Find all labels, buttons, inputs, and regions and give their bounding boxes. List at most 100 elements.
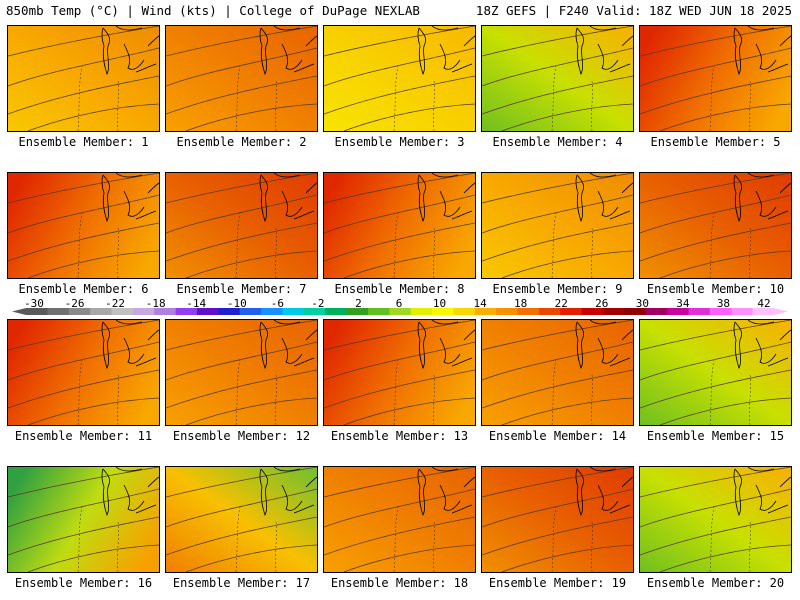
colorbar-tick-label: 6 xyxy=(395,297,403,310)
ensemble-map-panel xyxy=(165,466,318,573)
height-contour xyxy=(166,516,317,556)
height-contour xyxy=(482,467,633,498)
coastline xyxy=(755,337,777,364)
height-contour xyxy=(640,173,791,204)
coastline xyxy=(755,43,777,70)
height-contour xyxy=(482,488,633,528)
height-contour xyxy=(8,26,159,57)
coastline xyxy=(293,357,315,367)
height-contour xyxy=(482,320,633,351)
coastline xyxy=(439,43,461,70)
state-border xyxy=(591,80,593,131)
coastline xyxy=(439,190,461,217)
temperature-field xyxy=(640,173,791,278)
coastline xyxy=(779,182,791,194)
colorbar-tick-label: 22 xyxy=(554,297,568,310)
coastline xyxy=(755,484,777,511)
height-contour xyxy=(8,75,159,115)
coastline xyxy=(589,173,617,178)
temperature-field xyxy=(8,26,159,131)
colorbar-segment xyxy=(645,308,668,315)
height-contour xyxy=(166,488,317,528)
colorbar-segment xyxy=(303,308,326,315)
colorbar-tick-label: -22 xyxy=(105,297,126,310)
height-contour xyxy=(640,488,791,528)
ensemble-map-panel xyxy=(165,25,318,132)
temperature-field xyxy=(482,320,633,425)
temperature-field xyxy=(482,173,633,278)
coastline xyxy=(451,504,473,514)
coastline xyxy=(575,27,585,76)
height-contour xyxy=(640,194,791,234)
state-border xyxy=(275,80,277,131)
state-border xyxy=(117,80,119,131)
height-contour xyxy=(324,516,475,556)
coastline xyxy=(123,43,145,70)
coastline xyxy=(575,321,585,370)
coastline xyxy=(767,504,789,514)
colorbar-segment xyxy=(688,308,711,315)
temperature-field xyxy=(482,26,633,131)
coastline xyxy=(259,27,269,76)
temperature-field xyxy=(640,26,791,131)
coastline xyxy=(273,173,301,178)
colorbar-tick-label: 14 xyxy=(473,297,487,310)
temperature-field xyxy=(324,467,475,572)
height-contour xyxy=(659,397,791,425)
state-border xyxy=(433,80,435,131)
height-contour xyxy=(8,516,159,556)
coastline xyxy=(115,320,143,325)
coastline xyxy=(747,173,775,178)
height-contour xyxy=(343,250,475,278)
coastline xyxy=(733,468,743,517)
height-contour xyxy=(27,397,159,425)
coastline xyxy=(431,173,459,178)
height-contour xyxy=(343,397,475,425)
ensemble-member-label: Ensemble Member: 4 xyxy=(492,135,623,149)
height-contour xyxy=(343,103,475,131)
colorbar-segment xyxy=(538,308,561,315)
height-contour xyxy=(8,222,159,262)
coastline xyxy=(259,321,269,370)
colorbar-segment xyxy=(709,308,732,315)
height-contour xyxy=(166,173,317,204)
height-contour xyxy=(343,544,475,572)
state-border xyxy=(433,227,435,278)
coastline xyxy=(747,26,775,31)
temperature-field xyxy=(166,467,317,572)
temperature-field xyxy=(8,467,159,572)
map-title: 850mb Temp (°C) | Wind (kts) | College o… xyxy=(6,3,420,18)
state-border xyxy=(749,521,751,572)
state-border xyxy=(275,227,277,278)
coastline xyxy=(135,357,157,367)
ensemble-map-panel xyxy=(7,25,160,132)
ensemble-member-label: Ensemble Member: 2 xyxy=(176,135,307,149)
colorbar-segment xyxy=(474,308,497,315)
height-contour xyxy=(185,250,317,278)
height-contour xyxy=(324,173,475,204)
ensemble-map-panel xyxy=(165,319,318,426)
height-contour xyxy=(166,47,317,87)
coastline xyxy=(575,174,585,223)
coastline xyxy=(101,321,111,370)
coastline xyxy=(767,357,789,367)
coastline xyxy=(463,329,475,341)
temperature-field xyxy=(8,173,159,278)
height-contour xyxy=(166,26,317,57)
coastline xyxy=(417,174,427,223)
ensemble-member-label: Ensemble Member: 3 xyxy=(334,135,465,149)
coastline xyxy=(281,337,303,364)
ensemble-map-panel xyxy=(323,319,476,426)
temperature-colorbar xyxy=(12,308,788,315)
height-contour xyxy=(8,173,159,204)
colorbar-tick-label: 34 xyxy=(676,297,690,310)
colorbar-segment xyxy=(517,308,540,315)
colorbar-segment xyxy=(410,308,433,315)
height-contour xyxy=(324,467,475,498)
height-contour xyxy=(8,320,159,351)
coastline xyxy=(305,476,317,488)
height-contour xyxy=(659,544,791,572)
height-contour xyxy=(185,103,317,131)
height-contour xyxy=(501,544,633,572)
coastline xyxy=(597,337,619,364)
